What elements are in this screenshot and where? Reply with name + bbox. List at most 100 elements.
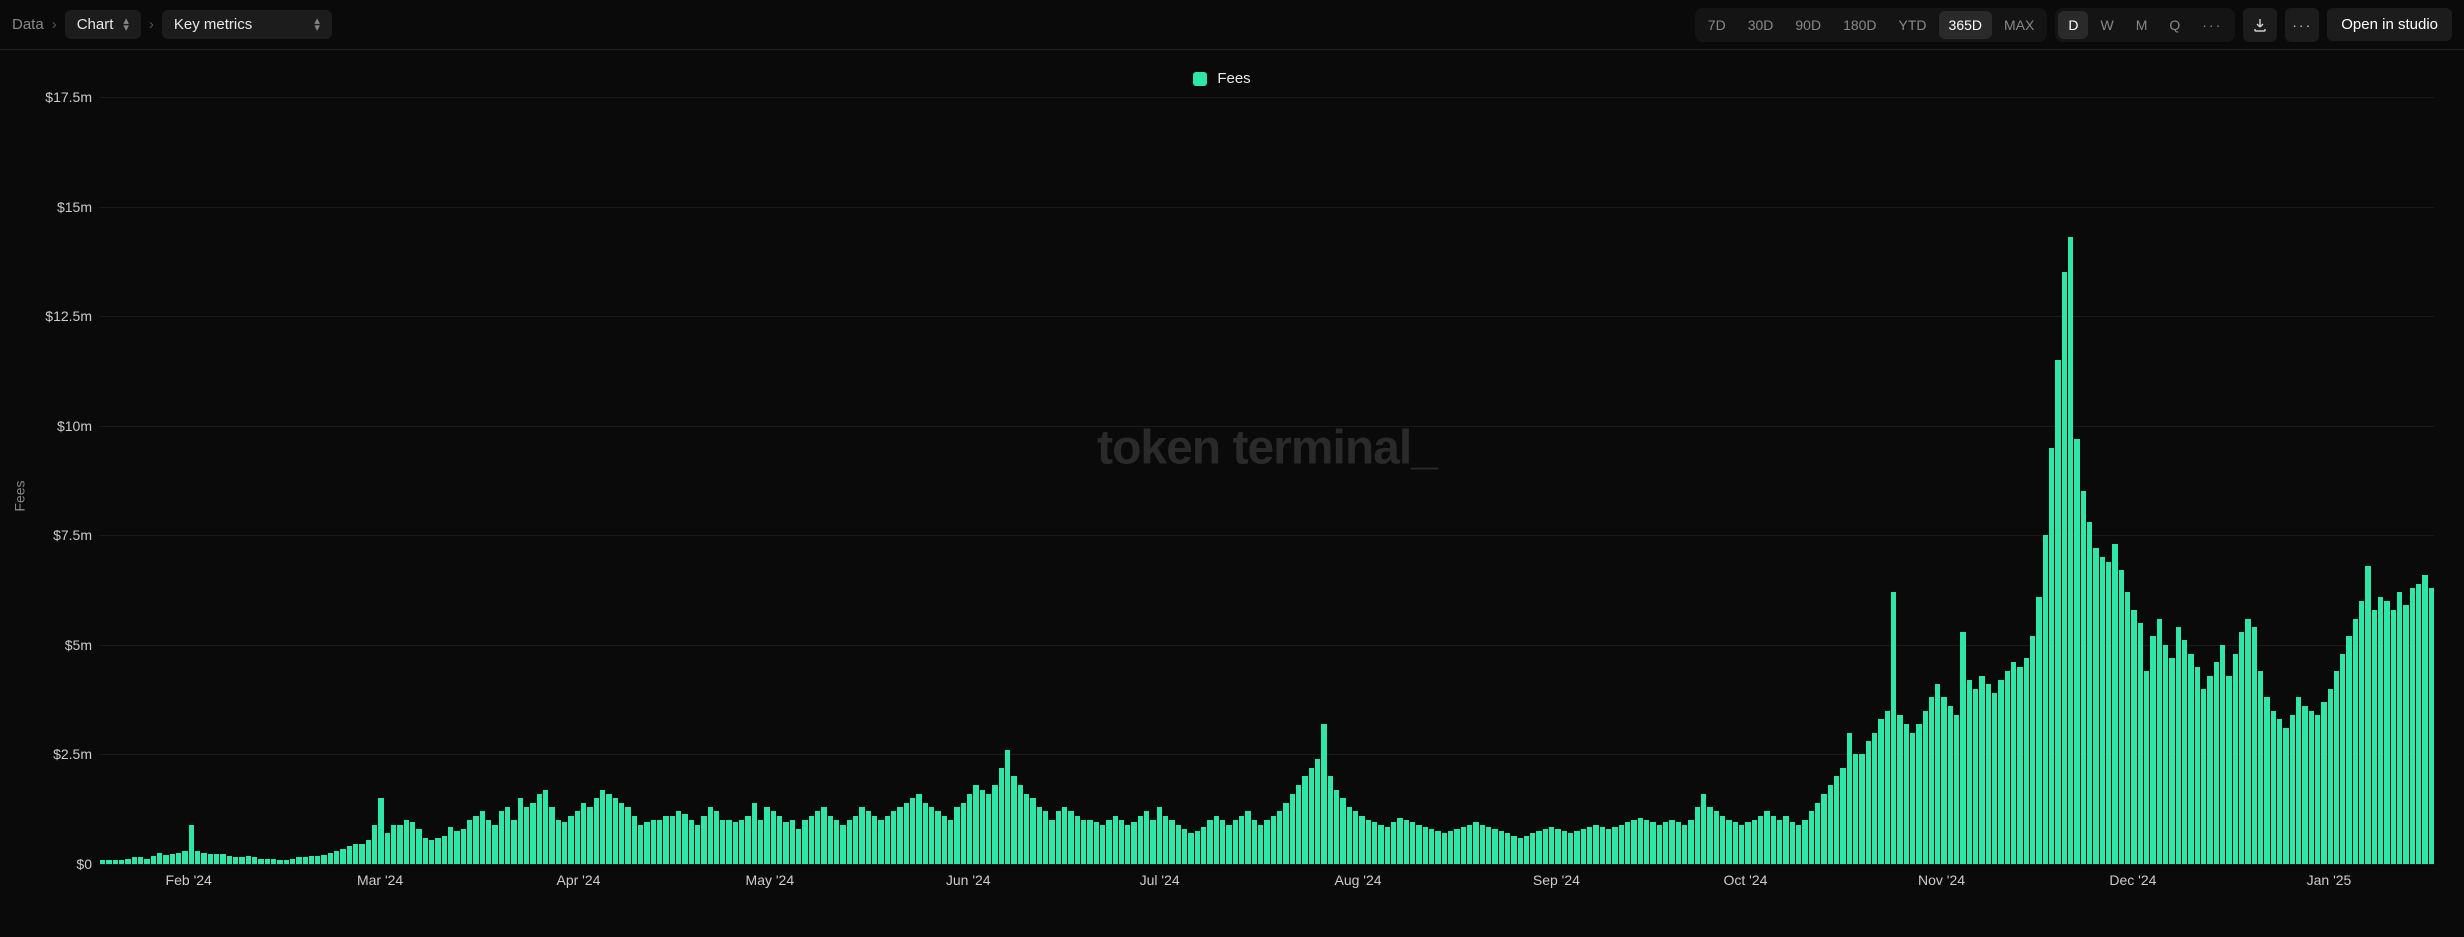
- bar[interactable]: [556, 820, 561, 864]
- bar[interactable]: [2188, 654, 2193, 864]
- bar[interactable]: [499, 811, 504, 864]
- bar[interactable]: [1923, 711, 1928, 864]
- bar[interactable]: [910, 798, 915, 864]
- bar[interactable]: [1442, 833, 1447, 864]
- bar[interactable]: [2055, 360, 2060, 864]
- range-tab-max[interactable]: MAX: [1994, 11, 2044, 39]
- bar[interactable]: [752, 803, 757, 864]
- bar[interactable]: [2359, 601, 2364, 864]
- bar[interactable]: [916, 794, 921, 864]
- bar[interactable]: [809, 816, 814, 864]
- bar[interactable]: [581, 803, 586, 864]
- bar[interactable]: [1992, 693, 1997, 864]
- bar[interactable]: [859, 807, 864, 864]
- gran-tab-d[interactable]: D: [2058, 11, 2088, 39]
- bar[interactable]: [2321, 702, 2326, 864]
- bar[interactable]: [2277, 719, 2282, 864]
- bar[interactable]: [1309, 768, 1314, 864]
- bar[interactable]: [1783, 816, 1788, 864]
- bar[interactable]: [2353, 619, 2358, 864]
- bar[interactable]: [670, 816, 675, 864]
- bar[interactable]: [1758, 816, 1763, 864]
- bar[interactable]: [676, 811, 681, 864]
- bar[interactable]: [1644, 820, 1649, 864]
- bar[interactable]: [1037, 807, 1042, 864]
- bar[interactable]: [866, 811, 871, 864]
- bar[interactable]: [461, 829, 466, 864]
- bar[interactable]: [220, 854, 225, 864]
- bar[interactable]: [1075, 816, 1080, 864]
- bar[interactable]: [1606, 829, 1611, 864]
- bar[interactable]: [1847, 733, 1852, 864]
- bar[interactable]: [2422, 575, 2427, 864]
- bar[interactable]: [562, 822, 567, 864]
- bar[interactable]: [2036, 597, 2041, 864]
- bar[interactable]: [385, 833, 390, 864]
- bar[interactable]: [1720, 816, 1725, 864]
- bar[interactable]: [708, 807, 713, 864]
- bar[interactable]: [321, 855, 326, 864]
- bar[interactable]: [682, 814, 687, 864]
- bar[interactable]: [1733, 822, 1738, 864]
- bar[interactable]: [1030, 798, 1035, 864]
- bar[interactable]: [1979, 676, 1984, 864]
- bar[interactable]: [2328, 689, 2333, 864]
- bar[interactable]: [1176, 825, 1181, 864]
- bar[interactable]: [1467, 825, 1472, 864]
- bar[interactable]: [1138, 816, 1143, 864]
- bar[interactable]: [771, 811, 776, 864]
- bar[interactable]: [473, 816, 478, 864]
- gran-tab-more[interactable]: ···: [2192, 11, 2232, 39]
- bar[interactable]: [1941, 697, 1946, 864]
- bar[interactable]: [923, 803, 928, 864]
- range-tab-90d[interactable]: 90D: [1785, 11, 1831, 39]
- bar[interactable]: [1321, 724, 1326, 864]
- bar[interactable]: [1397, 818, 1402, 864]
- bar[interactable]: [2081, 491, 2086, 864]
- bar[interactable]: [1555, 829, 1560, 864]
- bar[interactable]: [359, 844, 364, 864]
- bar[interactable]: [1878, 719, 1883, 864]
- bar[interactable]: [1340, 798, 1345, 864]
- bar[interactable]: [973, 785, 978, 864]
- bar[interactable]: [1676, 822, 1681, 864]
- bar[interactable]: [2100, 557, 2105, 864]
- breadcrumb-root[interactable]: Data: [12, 16, 44, 33]
- bar[interactable]: [1853, 754, 1858, 864]
- bar[interactable]: [992, 785, 997, 864]
- bar[interactable]: [1866, 741, 1871, 864]
- bar[interactable]: [524, 807, 529, 864]
- bar[interactable]: [948, 820, 953, 864]
- bar[interactable]: [340, 849, 345, 864]
- bar[interactable]: [967, 794, 972, 864]
- bar[interactable]: [1150, 820, 1155, 864]
- bar[interactable]: [1131, 822, 1136, 864]
- range-tab-365d[interactable]: 365D: [1939, 11, 1992, 39]
- bar[interactable]: [1334, 790, 1339, 865]
- bar[interactable]: [1062, 807, 1067, 864]
- bar[interactable]: [486, 820, 491, 864]
- bar[interactable]: [891, 811, 896, 864]
- bar[interactable]: [1499, 831, 1504, 864]
- bar[interactable]: [1935, 684, 1940, 864]
- bar[interactable]: [904, 803, 909, 864]
- bar[interactable]: [1904, 724, 1909, 864]
- bar[interactable]: [2163, 645, 2168, 864]
- bar[interactable]: [1650, 822, 1655, 864]
- bar[interactable]: [802, 820, 807, 864]
- bar[interactable]: [2309, 711, 2314, 864]
- bar[interactable]: [1600, 827, 1605, 864]
- bar[interactable]: [1049, 820, 1054, 864]
- bar[interactable]: [347, 846, 352, 864]
- chart-selector[interactable]: Chart ▴▾: [65, 10, 141, 39]
- bar[interactable]: [366, 840, 371, 864]
- bar[interactable]: [2011, 662, 2016, 864]
- bar[interactable]: [594, 798, 599, 864]
- bar[interactable]: [1518, 838, 1523, 864]
- bar[interactable]: [1271, 816, 1276, 864]
- bar[interactable]: [1011, 776, 1016, 864]
- bar[interactable]: [1910, 733, 1915, 864]
- bar[interactable]: [689, 820, 694, 864]
- bar[interactable]: [986, 794, 991, 864]
- bar[interactable]: [878, 820, 883, 864]
